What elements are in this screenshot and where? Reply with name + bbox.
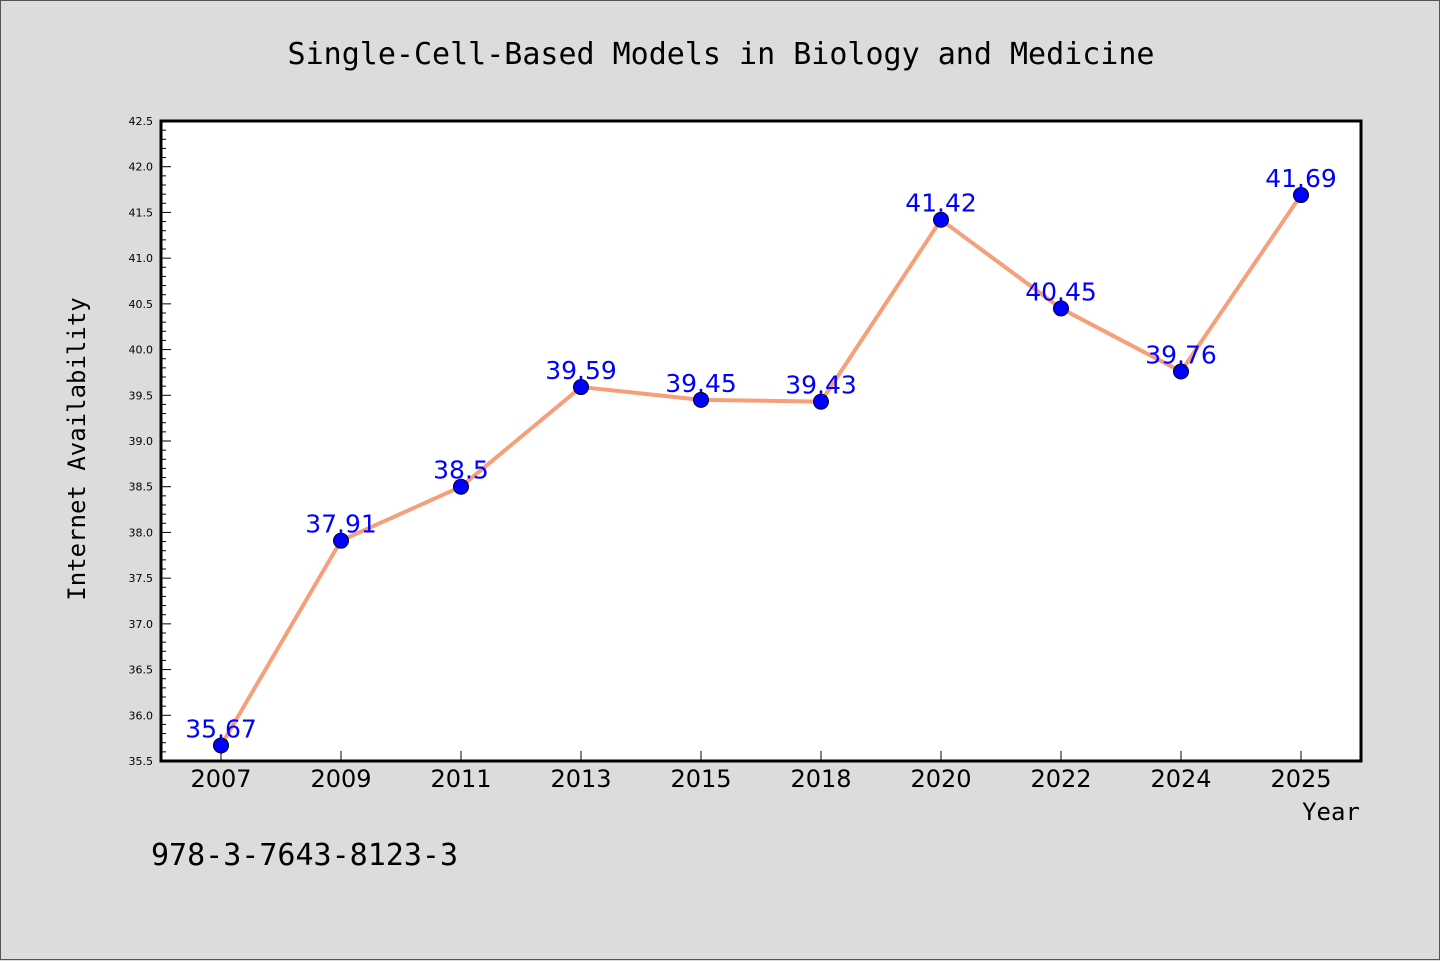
y-tick-label: 38.5 <box>129 481 154 494</box>
data-point <box>1293 187 1309 204</box>
data-label: 41.42 <box>905 189 977 218</box>
y-tick-label: 40.0 <box>129 344 154 357</box>
y-tick-label: 42.0 <box>129 161 154 174</box>
data-point <box>453 478 469 495</box>
data-point <box>1173 363 1189 380</box>
data-label: 39.59 <box>545 356 617 385</box>
data-point <box>213 737 229 754</box>
x-tick-label: 2013 <box>550 765 611 793</box>
chart-title: Single-Cell-Based Models in Biology and … <box>288 37 1155 72</box>
x-tick-label: 2011 <box>430 765 491 793</box>
x-tick-label: 2024 <box>1150 765 1211 793</box>
x-tick-label: 2025 <box>1270 765 1331 793</box>
y-tick-label: 38.0 <box>129 526 154 539</box>
data-label: 41.69 <box>1265 164 1337 193</box>
y-tick-label: 37.5 <box>129 572 154 585</box>
y-tick-label: 41.5 <box>129 206 154 219</box>
data-label: 35.67 <box>185 714 257 743</box>
data-point <box>333 532 349 549</box>
y-axis-label: Internet Availability <box>63 297 91 600</box>
data-label: 38.5 <box>433 456 489 485</box>
data-point <box>693 391 709 408</box>
x-tick-label: 2022 <box>1030 765 1091 793</box>
x-axis: 2007 2009 2011 2013 2015 2018 2020 2022 2024 2025 <box>190 751 1332 793</box>
data-label: 39.43 <box>785 371 857 400</box>
footer-isbn: 978-3-7643-8123-3 <box>151 838 458 873</box>
plot-area <box>159 119 1363 763</box>
data-label: 40.45 <box>1025 277 1097 306</box>
data-label: 39.45 <box>665 369 737 398</box>
y-tick-label: 35.5 <box>129 755 154 768</box>
y-tick-label: 39.0 <box>129 435 154 448</box>
y-tick-label: 37.0 <box>129 618 154 631</box>
y-tick-label: 36.0 <box>129 709 154 722</box>
y-tick-label: 41.0 <box>129 252 154 265</box>
x-tick-label: 2009 <box>310 765 371 793</box>
series-layer: 35.67 37.91 38.5 39.59 39.45 39.43 41.42 40.45 3… <box>185 164 1337 754</box>
data-label: 37.91 <box>305 510 377 539</box>
data-point <box>813 393 829 410</box>
y-axis: 35.5 36.0 36.5 37.0 37.5 38.0 38.5 39.0 39.5 40.0… <box>129 115 171 768</box>
y-tick-label: 40.5 <box>129 298 154 311</box>
x-tick-label: 2020 <box>910 765 971 793</box>
y-tick-label: 39.5 <box>129 389 154 402</box>
data-point <box>573 379 589 396</box>
data-point <box>1053 300 1069 317</box>
x-tick-label: 2015 <box>670 765 731 793</box>
series-line <box>219 193 1303 747</box>
data-point <box>933 211 949 228</box>
x-axis-label: Year <box>1302 798 1360 826</box>
x-tick-label: 2007 <box>190 765 251 793</box>
x-tick-label: 2018 <box>790 765 851 793</box>
data-label: 39.76 <box>1145 341 1217 370</box>
y-tick-label: 36.5 <box>129 664 154 677</box>
y-tick-label: 42.5 <box>129 115 154 128</box>
